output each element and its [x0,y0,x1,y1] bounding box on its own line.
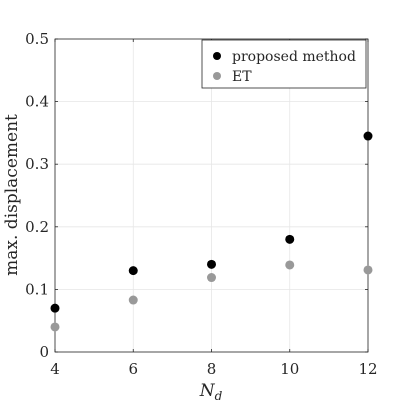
x-tick-labels: 4 6 8 10 12 [50,360,377,378]
legend-label-proposed-method: proposed method [232,49,356,65]
legend-box [201,39,367,89]
y-axis-label: max. displacement [2,114,22,276]
x-tick-label: 4 [50,360,60,378]
x-axis-label: Nd [199,381,223,403]
y-tick-label: 0.5 [25,30,49,48]
x-tick-label: 12 [358,360,377,378]
data-point-proposed-method [128,266,138,276]
data-point-proposed-method [207,259,216,269]
legend-label-et: ET [232,69,252,85]
y-tick-label: 0.3 [25,155,49,173]
plot-frame [54,38,369,353]
data-point-et [207,273,216,283]
y-tick-label: 0.1 [25,280,49,298]
data-point-proposed-method [363,131,373,141]
legend-marker-proposed-method [213,52,221,60]
data-point-et [285,260,295,270]
legend: proposed method ET [201,39,367,89]
data-points [50,131,373,332]
x-tick-label: 6 [128,360,138,378]
y-tick-label: 0 [39,343,49,361]
legend-marker-et [213,72,221,80]
data-point-et [363,265,373,275]
x-axis-label-subscript: d [215,389,223,403]
y-tick-labels: 0 0.1 0.2 0.3 0.4 0.5 [25,30,49,361]
data-point-et [128,295,138,305]
x-axis-label-main: N [199,381,216,401]
x-tick-label: 10 [280,360,299,378]
y-tick-label: 0.2 [25,218,49,236]
y-tick-label: 0.4 [25,93,49,111]
x-tick-label: 8 [207,360,217,378]
data-point-proposed-method [50,303,60,313]
data-point-proposed-method [285,234,295,244]
data-point-et [50,322,60,332]
